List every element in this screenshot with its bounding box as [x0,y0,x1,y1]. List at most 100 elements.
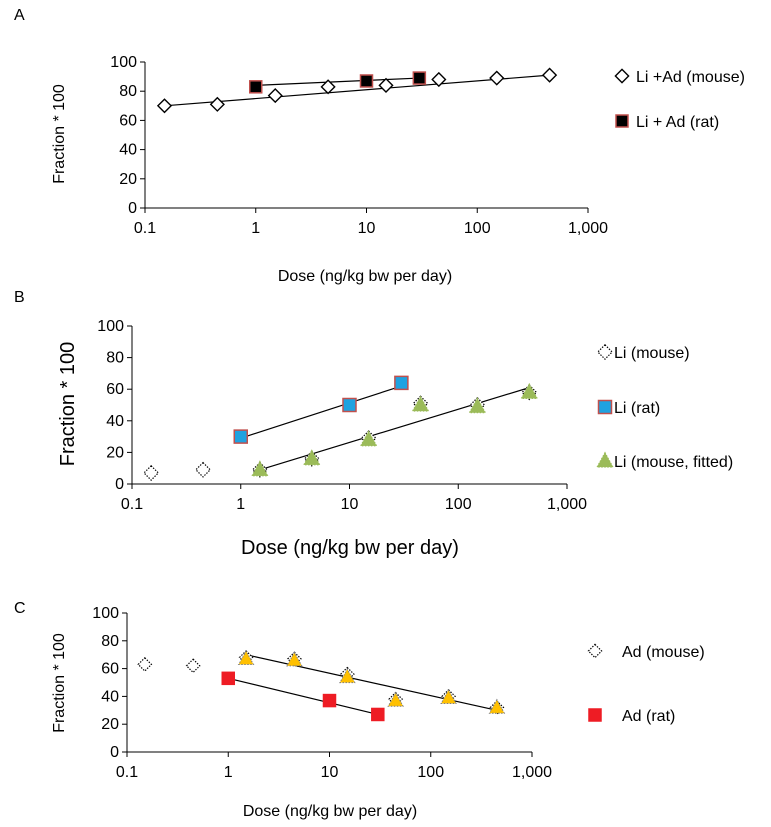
data-point-series-0 [378,77,394,93]
x-tick-label: 0.1 [121,496,143,513]
x-tick-label: 10 [321,764,339,781]
trendline-2 [259,387,530,471]
y-tick-label: 60 [101,661,119,678]
legend-label-0: Ad (mouse) [622,644,705,661]
legend-label-1: Li (rat) [614,400,660,417]
panel-b-x-axis-title: Dose (ng/kg bw per day) [241,537,459,559]
data-point-series-0 [185,658,201,674]
legend-marker-0 [614,68,630,84]
panel-b-y-axis-title: Fraction * 100 [57,342,79,467]
chart-c-plot: 0 20 40 60 80 100 0.1 1 10 100 1,000 Ad (mouse) Ad (… [92,605,704,781]
x-tick-label: 100 [445,496,472,513]
legend-marker-1 [597,399,613,415]
data-point-series-2 [387,691,404,707]
data-point-series-1 [249,80,263,94]
legend-label-0: Li (mouse) [614,345,690,362]
y-tick-label: 0 [110,744,119,761]
x-tick-label: 1,000 [568,220,608,237]
y-tick-label: 0 [128,200,137,217]
panel-b-label: B [14,289,25,306]
trendline-2 [245,654,498,711]
data-point-series-2 [339,668,356,684]
panel-a-y-axis-title: Fraction * 100 [51,84,68,184]
x-tick-label: 0.1 [134,220,156,237]
panel-a-label: A [14,7,25,24]
data-point-series-2 [468,397,487,414]
data-point-series-1 [342,397,357,413]
chart-a-plot: 0 20 40 60 80 100 0.1 1 10 100 1,000 Li +Ad (mouse)… [110,54,745,237]
data-point-series-0 [209,96,225,112]
legend-label-1: Ad (rat) [622,708,675,725]
x-tick-label: 100 [464,220,491,237]
legend-marker-2 [596,451,614,468]
panel-b: B Fraction * 100 Dose (ng/kg bw per day) [14,289,459,559]
data-point-series-2 [286,651,303,667]
y-tick-label: 80 [101,633,119,650]
panel-c-x-axis-title: Dose (ng/kg bw per day) [243,803,417,820]
data-point-series-1 [322,693,337,708]
y-tick-label: 80 [119,83,137,100]
y-tick-label: 20 [119,171,137,188]
x-tick-label: 1 [236,496,245,513]
y-tick-label: 80 [106,350,124,367]
data-point-series-1 [359,74,374,88]
legend-label-2: Li (mouse, fitted) [614,454,733,471]
legend-marker-1 [588,708,602,722]
data-point-series-0 [267,87,283,104]
data-point-series-2 [359,430,378,447]
data-point-series-2 [411,395,430,412]
panel-c-label: C [14,600,26,617]
data-point-series-0 [542,67,558,83]
data-point-series-0 [489,70,505,86]
y-tick-label: 60 [106,381,124,398]
trendline-1 [240,385,402,439]
data-point-series-1 [412,71,427,85]
y-tick-label: 100 [97,318,124,335]
data-point-series-2 [488,698,506,714]
trendline-1 [228,677,378,716]
panel-c-y-axis-title: Fraction * 100 [51,633,68,733]
legend-marker-0 [597,344,613,360]
data-point-series-2 [237,650,255,666]
data-point-series-2 [520,382,539,400]
data-point-series-2 [440,688,457,704]
data-point-series-1 [394,375,409,391]
data-point-series-1 [371,707,385,722]
panel-c: C Fraction * 100 Dose (ng/kg bw per day) [14,600,417,820]
data-point-series-0 [195,461,212,478]
y-tick-label: 40 [119,142,137,159]
trendline-1 [255,77,420,86]
data-point-series-2 [250,460,269,477]
x-tick-label: 1,000 [547,496,587,513]
data-point-series-2 [302,449,321,466]
y-tick-label: 40 [101,688,119,705]
data-point-series-0 [137,656,153,672]
y-tick-label: 100 [110,54,137,71]
y-tick-label: 40 [106,413,124,430]
trendline-0 [164,74,550,107]
panel-a: A Fraction * 100 Dose (ng/kg bw per day) [14,7,452,285]
data-point-series-0 [156,98,173,114]
legend-marker-0 [587,643,603,659]
data-point-series-1 [233,429,248,444]
x-tick-label: 1,000 [512,764,552,781]
panel-a-x-axis-title: Dose (ng/kg bw per day) [278,268,452,285]
data-point-series-0 [431,71,447,88]
x-tick-label: 0.1 [116,764,138,781]
legend-label-1: Li + Ad (rat) [636,114,719,131]
y-tick-label: 100 [92,605,119,622]
y-tick-label: 0 [115,476,124,493]
legend-label-0: Li +Ad (mouse) [636,69,745,86]
y-tick-label: 60 [119,112,137,129]
x-tick-label: 1 [251,220,260,237]
data-point-series-1 [221,671,235,686]
x-tick-label: 100 [417,764,444,781]
y-tick-label: 20 [101,716,119,733]
x-tick-label: 10 [341,496,359,513]
x-tick-label: 10 [358,220,376,237]
x-tick-label: 1 [224,764,233,781]
y-tick-label: 20 [106,444,124,461]
legend-marker-1 [615,114,629,128]
data-point-series-0 [320,79,336,95]
